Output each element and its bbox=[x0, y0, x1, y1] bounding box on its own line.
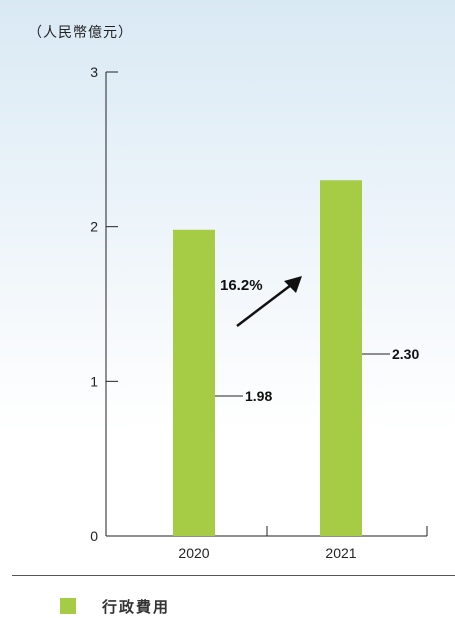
y-tick-label: 1 bbox=[90, 373, 98, 389]
unit-label: （人民幣億元） bbox=[28, 25, 133, 41]
data-label: 1.98 bbox=[245, 388, 272, 404]
growth-arrow bbox=[236, 281, 296, 327]
growth-arrow-head bbox=[284, 276, 302, 293]
growth-annotation: 16.2% bbox=[220, 277, 263, 294]
legend-label: 行政費用 bbox=[102, 597, 171, 616]
y-tick-label: 0 bbox=[90, 528, 98, 544]
legend: 行政費用 bbox=[60, 596, 170, 616]
data-label: 2.30 bbox=[392, 346, 419, 362]
y-tick-label: 2 bbox=[90, 219, 98, 235]
legend-swatch bbox=[60, 598, 76, 614]
bar-2020 bbox=[173, 229, 215, 536]
bar-chart: 0 1 2 3 2020 2021 1.98 2.30 16.2% bbox=[90, 64, 428, 561]
x-tick-label: 2020 bbox=[178, 545, 209, 561]
y-tick-label: 3 bbox=[90, 64, 98, 80]
x-tick-label: 2021 bbox=[325, 545, 356, 561]
bar-2021 bbox=[320, 180, 362, 536]
footer-rule bbox=[12, 575, 455, 576]
